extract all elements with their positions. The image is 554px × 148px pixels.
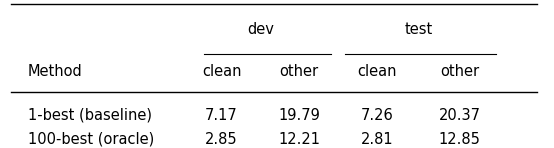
Text: 7.17: 7.17 (205, 108, 238, 123)
Text: other: other (440, 63, 479, 79)
Text: 2.85: 2.85 (206, 132, 238, 147)
Text: 12.21: 12.21 (278, 132, 320, 147)
Text: clean: clean (357, 63, 397, 79)
Text: clean: clean (202, 63, 242, 79)
Text: 1-best (baseline): 1-best (baseline) (28, 108, 152, 123)
Text: 100-best (oracle): 100-best (oracle) (28, 132, 154, 147)
Text: 20.37: 20.37 (439, 108, 481, 123)
Text: 7.26: 7.26 (360, 108, 393, 123)
Text: 19.79: 19.79 (278, 108, 320, 123)
Text: dev: dev (247, 22, 274, 37)
Text: other: other (280, 63, 319, 79)
Text: 12.85: 12.85 (439, 132, 481, 147)
Text: Method: Method (28, 63, 83, 79)
Text: test: test (404, 22, 432, 37)
Text: 2.81: 2.81 (361, 132, 393, 147)
